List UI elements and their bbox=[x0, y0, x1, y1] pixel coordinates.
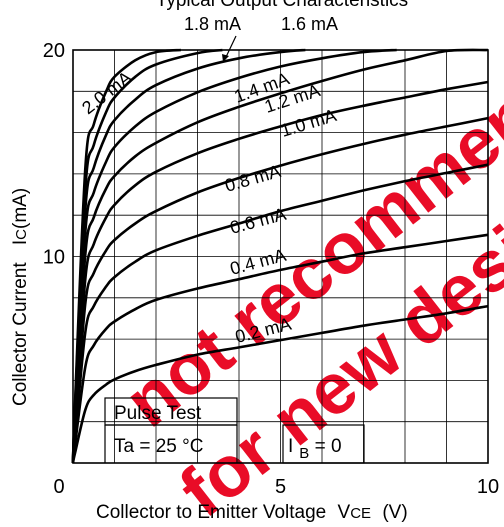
x-axis-unit: (V) bbox=[382, 502, 407, 523]
x-axis-label: Collector to Emitter Voltage VCE (V) bbox=[96, 502, 408, 523]
pulse-test-note: Pulse Test bbox=[114, 403, 202, 424]
plot-frame bbox=[72, 49, 489, 464]
label-arrowhead bbox=[222, 54, 229, 62]
curve-label: 1.6 mA bbox=[281, 14, 338, 34]
y-axis-label-text: Collector Current bbox=[10, 262, 31, 406]
curve-label: 0.8 mA bbox=[223, 161, 283, 196]
chart-title: Typical Output Characteristics bbox=[156, 0, 408, 11]
annotation-box bbox=[104, 397, 365, 464]
x-axis-subscript: CE bbox=[350, 505, 371, 522]
y-axis-subscript: C bbox=[13, 229, 30, 240]
x-tick-label: 10 bbox=[477, 476, 499, 498]
ib-value: = 0 bbox=[309, 436, 341, 457]
curve-ib-3 bbox=[71, 116, 489, 464]
ib-subscript: B bbox=[299, 445, 309, 462]
tick-labels: 0 5 10 10 20 bbox=[43, 40, 499, 498]
x-tick-label: 0 bbox=[53, 476, 64, 498]
label-arrow bbox=[225, 35, 237, 58]
x-tick-label: 5 bbox=[275, 476, 286, 498]
curves bbox=[71, 48, 489, 464]
curve-ib-9 bbox=[71, 48, 181, 464]
x-axis-symbol: V bbox=[338, 502, 351, 523]
curve-ib-2 bbox=[71, 163, 489, 464]
ta-note: Ta = 25 °C bbox=[114, 436, 203, 457]
y-axis-unit: (mA) bbox=[10, 188, 31, 229]
curve-label: 1.8 mA bbox=[184, 14, 241, 34]
y-axis-label: Collector Current IC(mA) bbox=[10, 188, 31, 406]
curve-ib-5 bbox=[71, 48, 489, 464]
ib-symbol: I bbox=[288, 436, 293, 457]
curve-ib-0 bbox=[71, 304, 489, 464]
x-axis-label-text: Collector to Emitter Voltage bbox=[96, 502, 326, 523]
curve-label: 0.6 mA bbox=[228, 204, 288, 238]
curve-ib-4 bbox=[71, 80, 489, 464]
y-tick-label: 20 bbox=[43, 40, 65, 62]
y-tick-label: 10 bbox=[43, 247, 65, 269]
curve-ib-1 bbox=[71, 233, 489, 464]
y-axis-symbol: I bbox=[10, 240, 31, 245]
